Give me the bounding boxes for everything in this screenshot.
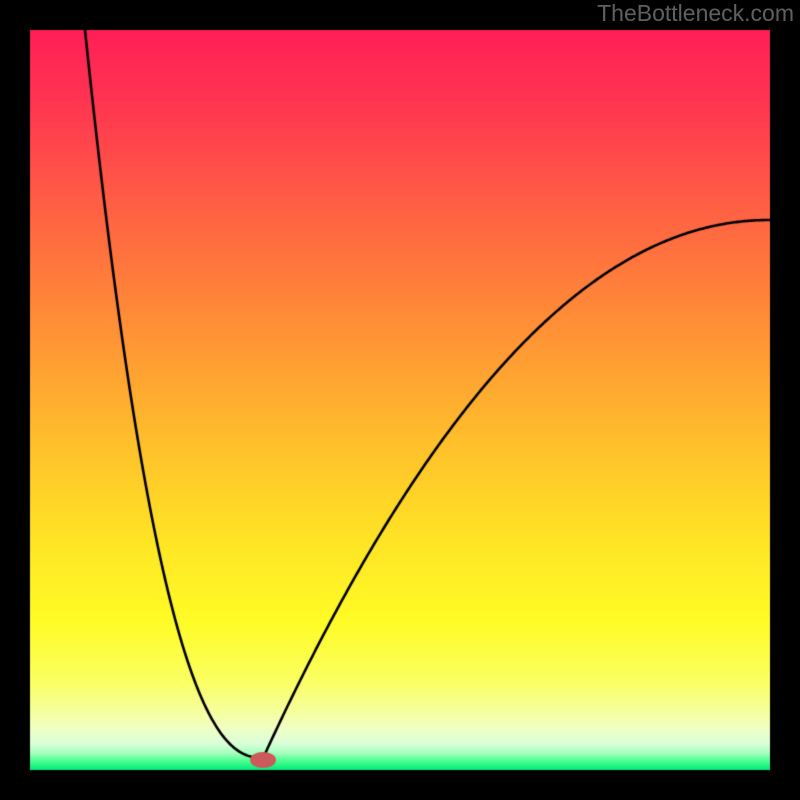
chart-stage: TheBottleneck.com — [0, 0, 800, 800]
bottleneck-chart-canvas — [0, 0, 800, 800]
watermark-text: TheBottleneck.com — [597, 0, 794, 27]
